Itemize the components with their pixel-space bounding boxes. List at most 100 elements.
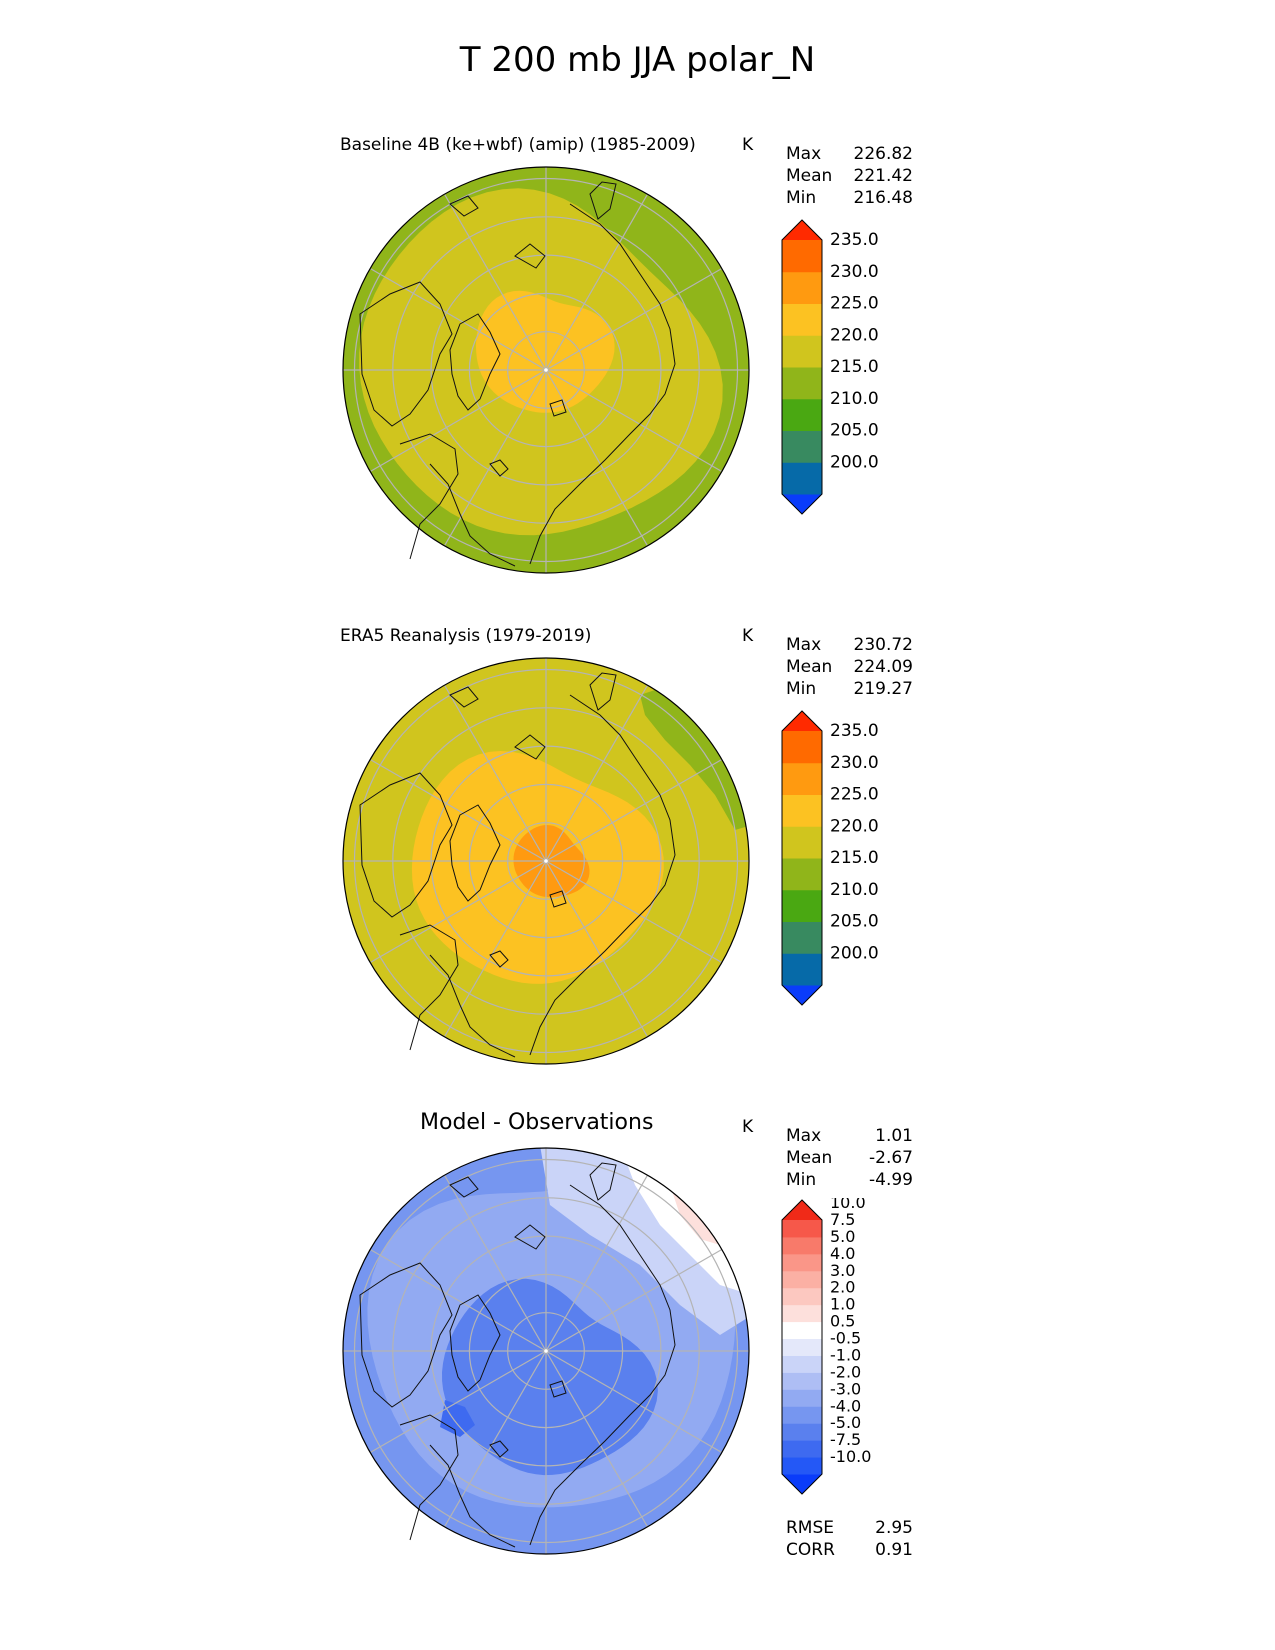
- coastline: [399, 924, 459, 1051]
- stat-value: -4.99: [869, 1170, 913, 1190]
- colorbar-tick-label: 205.0: [830, 421, 879, 441]
- colorbar-tick-label: 220.0: [830, 325, 879, 345]
- colorbar-tick-label: -2.0: [830, 1362, 861, 1381]
- stat-label: Min: [786, 679, 817, 699]
- colorbar-extend-max: [782, 1200, 822, 1220]
- map-boundary: [342, 166, 750, 574]
- colorbar-segment: [782, 1220, 822, 1238]
- colorbar-tick-label: 2.0: [830, 1278, 855, 1297]
- colorbar-extend-max: [782, 220, 822, 240]
- coastline: [449, 195, 479, 217]
- coastline: [449, 1176, 479, 1198]
- colorbar-outline: [781, 710, 823, 1006]
- coastline: [359, 281, 453, 427]
- stat-label: Max: [786, 1126, 822, 1146]
- polar-map-ref: [342, 657, 750, 1065]
- colorbar-test: 200.0 205.0 210.0 215.0 220.0 225.0 230.0 235.0…: [781, 218, 879, 515]
- coastline: [489, 459, 509, 477]
- colorbar-segment: [782, 398, 822, 431]
- field-band-225-230: [476, 290, 615, 413]
- colorbar-segment: [782, 1236, 822, 1255]
- colorbar-segment: [782, 1406, 822, 1424]
- coastline: [549, 399, 567, 417]
- stat-value: -2.67: [869, 1148, 913, 1168]
- coastline: [429, 954, 516, 1058]
- field-band-minus4-minus3: [442, 1278, 658, 1476]
- stat-label: Mean: [786, 657, 833, 677]
- polar-map-test: [342, 166, 750, 574]
- colorbar-segment: [782, 335, 822, 368]
- coastline: [359, 1262, 453, 1408]
- colorbar-extend-min: [782, 1474, 822, 1494]
- colorbar-tick-label: 0.5: [830, 1312, 855, 1331]
- coastline: [399, 1414, 459, 1541]
- colorbar-segment: [782, 921, 822, 954]
- pole-marker: [544, 859, 548, 863]
- panel-title-diff: Model - Observations: [420, 1110, 654, 1135]
- colorbar-segment: [782, 367, 822, 400]
- colorbar-tick-label: 220.0: [830, 816, 879, 836]
- stat-value: 1.01: [875, 1126, 913, 1146]
- colorbar-tick-label: 225.0: [830, 294, 879, 314]
- coastline: [489, 1440, 509, 1458]
- colorbar-tick-label: 200.0: [830, 452, 879, 472]
- colorbar-tick-label: 200.0: [830, 943, 879, 963]
- stat-label: RMSE: [786, 1518, 835, 1538]
- map-boundary: [342, 1147, 750, 1555]
- colorbar-tick-label: -5.0: [830, 1413, 861, 1432]
- coastline: [429, 1444, 516, 1548]
- coastline: [529, 694, 676, 1056]
- stat-label: CORR: [786, 1540, 835, 1560]
- coastline: [529, 203, 676, 565]
- stat-value: 219.27: [853, 679, 913, 699]
- coastline: [449, 686, 479, 708]
- coastline: [589, 672, 617, 711]
- colorbar-outline: [781, 1199, 823, 1495]
- colorbar-tick-label: 5.0: [830, 1227, 855, 1246]
- colorbar-tick-label: -10.0: [830, 1447, 871, 1466]
- colorbar-segment: [782, 1338, 822, 1356]
- coastline: [449, 804, 501, 902]
- coastlines: [359, 672, 676, 1058]
- colorbar-tick-label: 230.0: [830, 262, 879, 282]
- stats-ref: Max 230.72 Mean 224.09 Min 219.27: [786, 634, 913, 700]
- colorbar-tick-label: -4.0: [830, 1396, 861, 1415]
- coastline: [529, 1184, 676, 1546]
- colorbar-segment: [782, 889, 822, 922]
- colorbar-segment: [782, 1372, 822, 1390]
- colorbar-segment: [782, 1304, 822, 1323]
- colorbar-tick-label: 3.0: [830, 1261, 855, 1280]
- stat-label: Min: [786, 1170, 817, 1190]
- units-test: K: [742, 135, 754, 155]
- colorbar-segment: [782, 1440, 822, 1458]
- stats-diff-extra: RMSE 2.95 CORR 0.91: [786, 1517, 913, 1561]
- stat-value: 216.48: [853, 188, 913, 208]
- stat-value: 0.91: [875, 1540, 913, 1560]
- colorbar-segment: [782, 953, 822, 986]
- colorbar-tick-label: 235.0: [830, 721, 879, 741]
- stat-value: 226.82: [853, 144, 913, 164]
- coastline: [549, 1380, 567, 1398]
- colorbar-segment: [782, 430, 822, 463]
- colorbar-segment: [782, 794, 822, 827]
- stat-value: 224.09: [853, 657, 913, 677]
- colorbar-extend-min: [782, 494, 822, 514]
- colorbar-segment: [782, 271, 822, 304]
- colorbar-tick-label: 210.0: [830, 389, 879, 409]
- colorbar-tick-label: -0.5: [830, 1329, 861, 1348]
- colorbar-segment: [782, 762, 822, 795]
- field-band-215-220: [640, 685, 749, 830]
- colorbar-tick-label: 210.0: [830, 880, 879, 900]
- coastline: [514, 734, 546, 760]
- units-diff: K: [742, 1117, 754, 1137]
- colorbar-tick-label: 7.5: [830, 1210, 855, 1229]
- coastline: [589, 1162, 617, 1201]
- coastline: [399, 433, 459, 560]
- stat-value: 2.95: [875, 1518, 913, 1538]
- pole-marker: [544, 368, 548, 372]
- figure-title: T 200 mb JJA polar_N: [459, 40, 816, 80]
- colorbar-segment: [782, 826, 822, 859]
- pole-marker: [544, 1349, 548, 1353]
- colorbar-segment: [782, 1287, 822, 1306]
- colorbar-segment: [782, 1253, 822, 1272]
